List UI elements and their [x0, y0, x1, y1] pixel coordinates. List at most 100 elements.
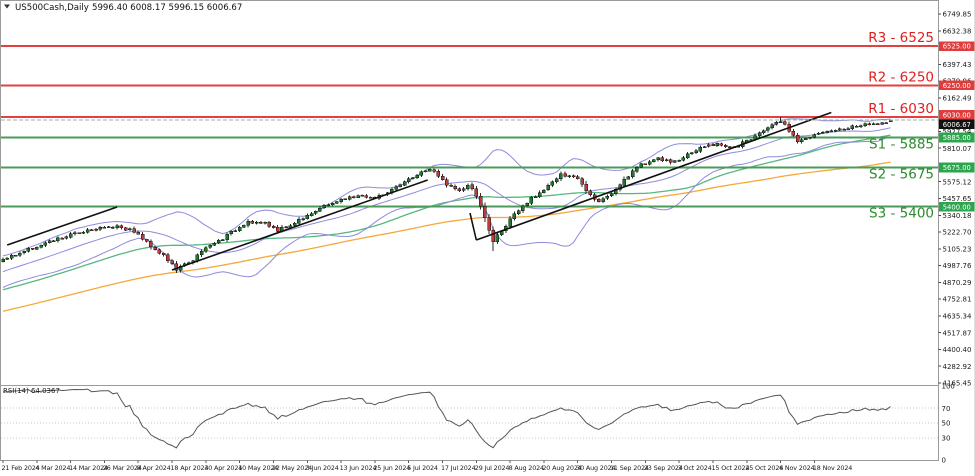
candle: [571, 174, 576, 178]
candle: [18, 251, 22, 258]
time-tick-label: 25 Jun 2024: [373, 464, 410, 472]
price-tick-label: 4870.29: [943, 279, 972, 287]
time-tick-label: 20 Aug 2024: [542, 464, 581, 472]
candle: [757, 131, 762, 138]
candle: [335, 201, 339, 204]
candle: [639, 162, 643, 169]
candle: [352, 195, 356, 199]
candlestick-series: [1, 116, 893, 274]
candle: [626, 176, 631, 180]
candle: [783, 120, 787, 126]
time-tick-label: 18 Apr 2024: [171, 464, 209, 472]
candle: [647, 160, 652, 166]
candle: [199, 249, 204, 258]
candle: [690, 151, 694, 155]
chart-header: US500Cash,Daily 5996.40 6008.17 5996.15 …: [3, 3, 242, 395]
candle: [546, 183, 550, 192]
candle: [884, 121, 888, 125]
candle: [652, 159, 656, 163]
time-tick-label: 23 Sep 2024: [644, 464, 683, 472]
candle: [588, 189, 593, 197]
candle: [449, 183, 453, 187]
candle: [719, 142, 724, 147]
candle: [309, 211, 314, 217]
candle: [681, 155, 686, 162]
time-tick-label: 5 Jul 2024: [407, 464, 438, 472]
candle: [774, 121, 779, 126]
axis-badge-s1-text: 5885.00: [943, 134, 971, 142]
candle: [453, 184, 457, 191]
candle: [728, 145, 732, 148]
candle: [436, 169, 441, 179]
price-tick-label: 4282.92: [943, 363, 972, 371]
symbol-dropdown-icon[interactable]: [4, 4, 10, 9]
axis-badge-r3-text: 6525.00: [943, 43, 971, 51]
chart-ohlc-quote: 5996.40 6008.17 5996.15 6006.67: [92, 3, 242, 13]
time-tick-label: 22 May 2024: [272, 464, 312, 472]
time-tick-label: 13 Jun 2024: [340, 464, 377, 472]
candle: [123, 227, 128, 232]
candle: [330, 202, 335, 206]
candle: [22, 250, 26, 255]
candle: [575, 175, 580, 180]
axis-badge-s2: [939, 162, 975, 173]
candle: [411, 177, 415, 180]
candle: [495, 231, 500, 245]
candle: [153, 246, 157, 251]
candle: [221, 238, 225, 241]
axis-badge-current-price-text: 6006.67: [943, 121, 971, 129]
time-tick-label: 3 Oct 2024: [678, 464, 712, 472]
candle: [275, 225, 280, 233]
candle: [605, 194, 610, 200]
candle: [491, 226, 495, 251]
candle: [140, 231, 145, 241]
candle: [825, 130, 829, 134]
axis-badge-r1: [939, 110, 975, 120]
candle: [656, 156, 660, 162]
candle: [313, 210, 318, 216]
candle: [271, 225, 276, 229]
trendline-2[interactable]: [171, 179, 428, 271]
candle: [850, 124, 855, 131]
candle: [94, 227, 98, 232]
candle: [842, 127, 846, 131]
time-tick-label: 18 Nov 2024: [813, 464, 852, 472]
candle: [322, 203, 326, 209]
rsi-label: RSI(14) 64.0367: [3, 387, 60, 395]
candle: [584, 181, 588, 194]
candle: [677, 159, 681, 163]
price-tick-label: 5222.70: [943, 229, 972, 237]
candle: [394, 184, 398, 191]
time-tick-label: 8 Aug 2024: [509, 464, 544, 472]
time-tick-label: 17 Jul 2024: [441, 464, 476, 472]
trendline-3[interactable]: [469, 212, 478, 241]
axis-badge-s3-text: 5400.00: [943, 203, 971, 211]
candle: [5, 256, 9, 260]
candle: [157, 248, 162, 255]
candle: [305, 213, 310, 220]
candle: [799, 138, 804, 144]
rsi-scale-label: 100: [942, 383, 955, 391]
candle: [56, 236, 60, 243]
candle: [516, 209, 521, 215]
candle: [673, 159, 677, 164]
candle: [711, 143, 715, 147]
candle: [9, 254, 14, 260]
candle: [204, 246, 208, 254]
candle: [821, 131, 825, 134]
price-axis[interactable]: 6749.856632.386397.436279.966162.495927.…: [938, 11, 975, 465]
trendline-1[interactable]: [6, 206, 118, 246]
candle: [440, 174, 445, 181]
candle: [876, 123, 880, 126]
trendline-4[interactable]: [476, 111, 832, 241]
candle: [630, 168, 635, 179]
candle: [35, 246, 39, 250]
candle: [859, 124, 863, 128]
candle: [64, 235, 69, 240]
candle: [229, 230, 233, 236]
candle: [233, 229, 238, 232]
candle: [259, 221, 263, 225]
